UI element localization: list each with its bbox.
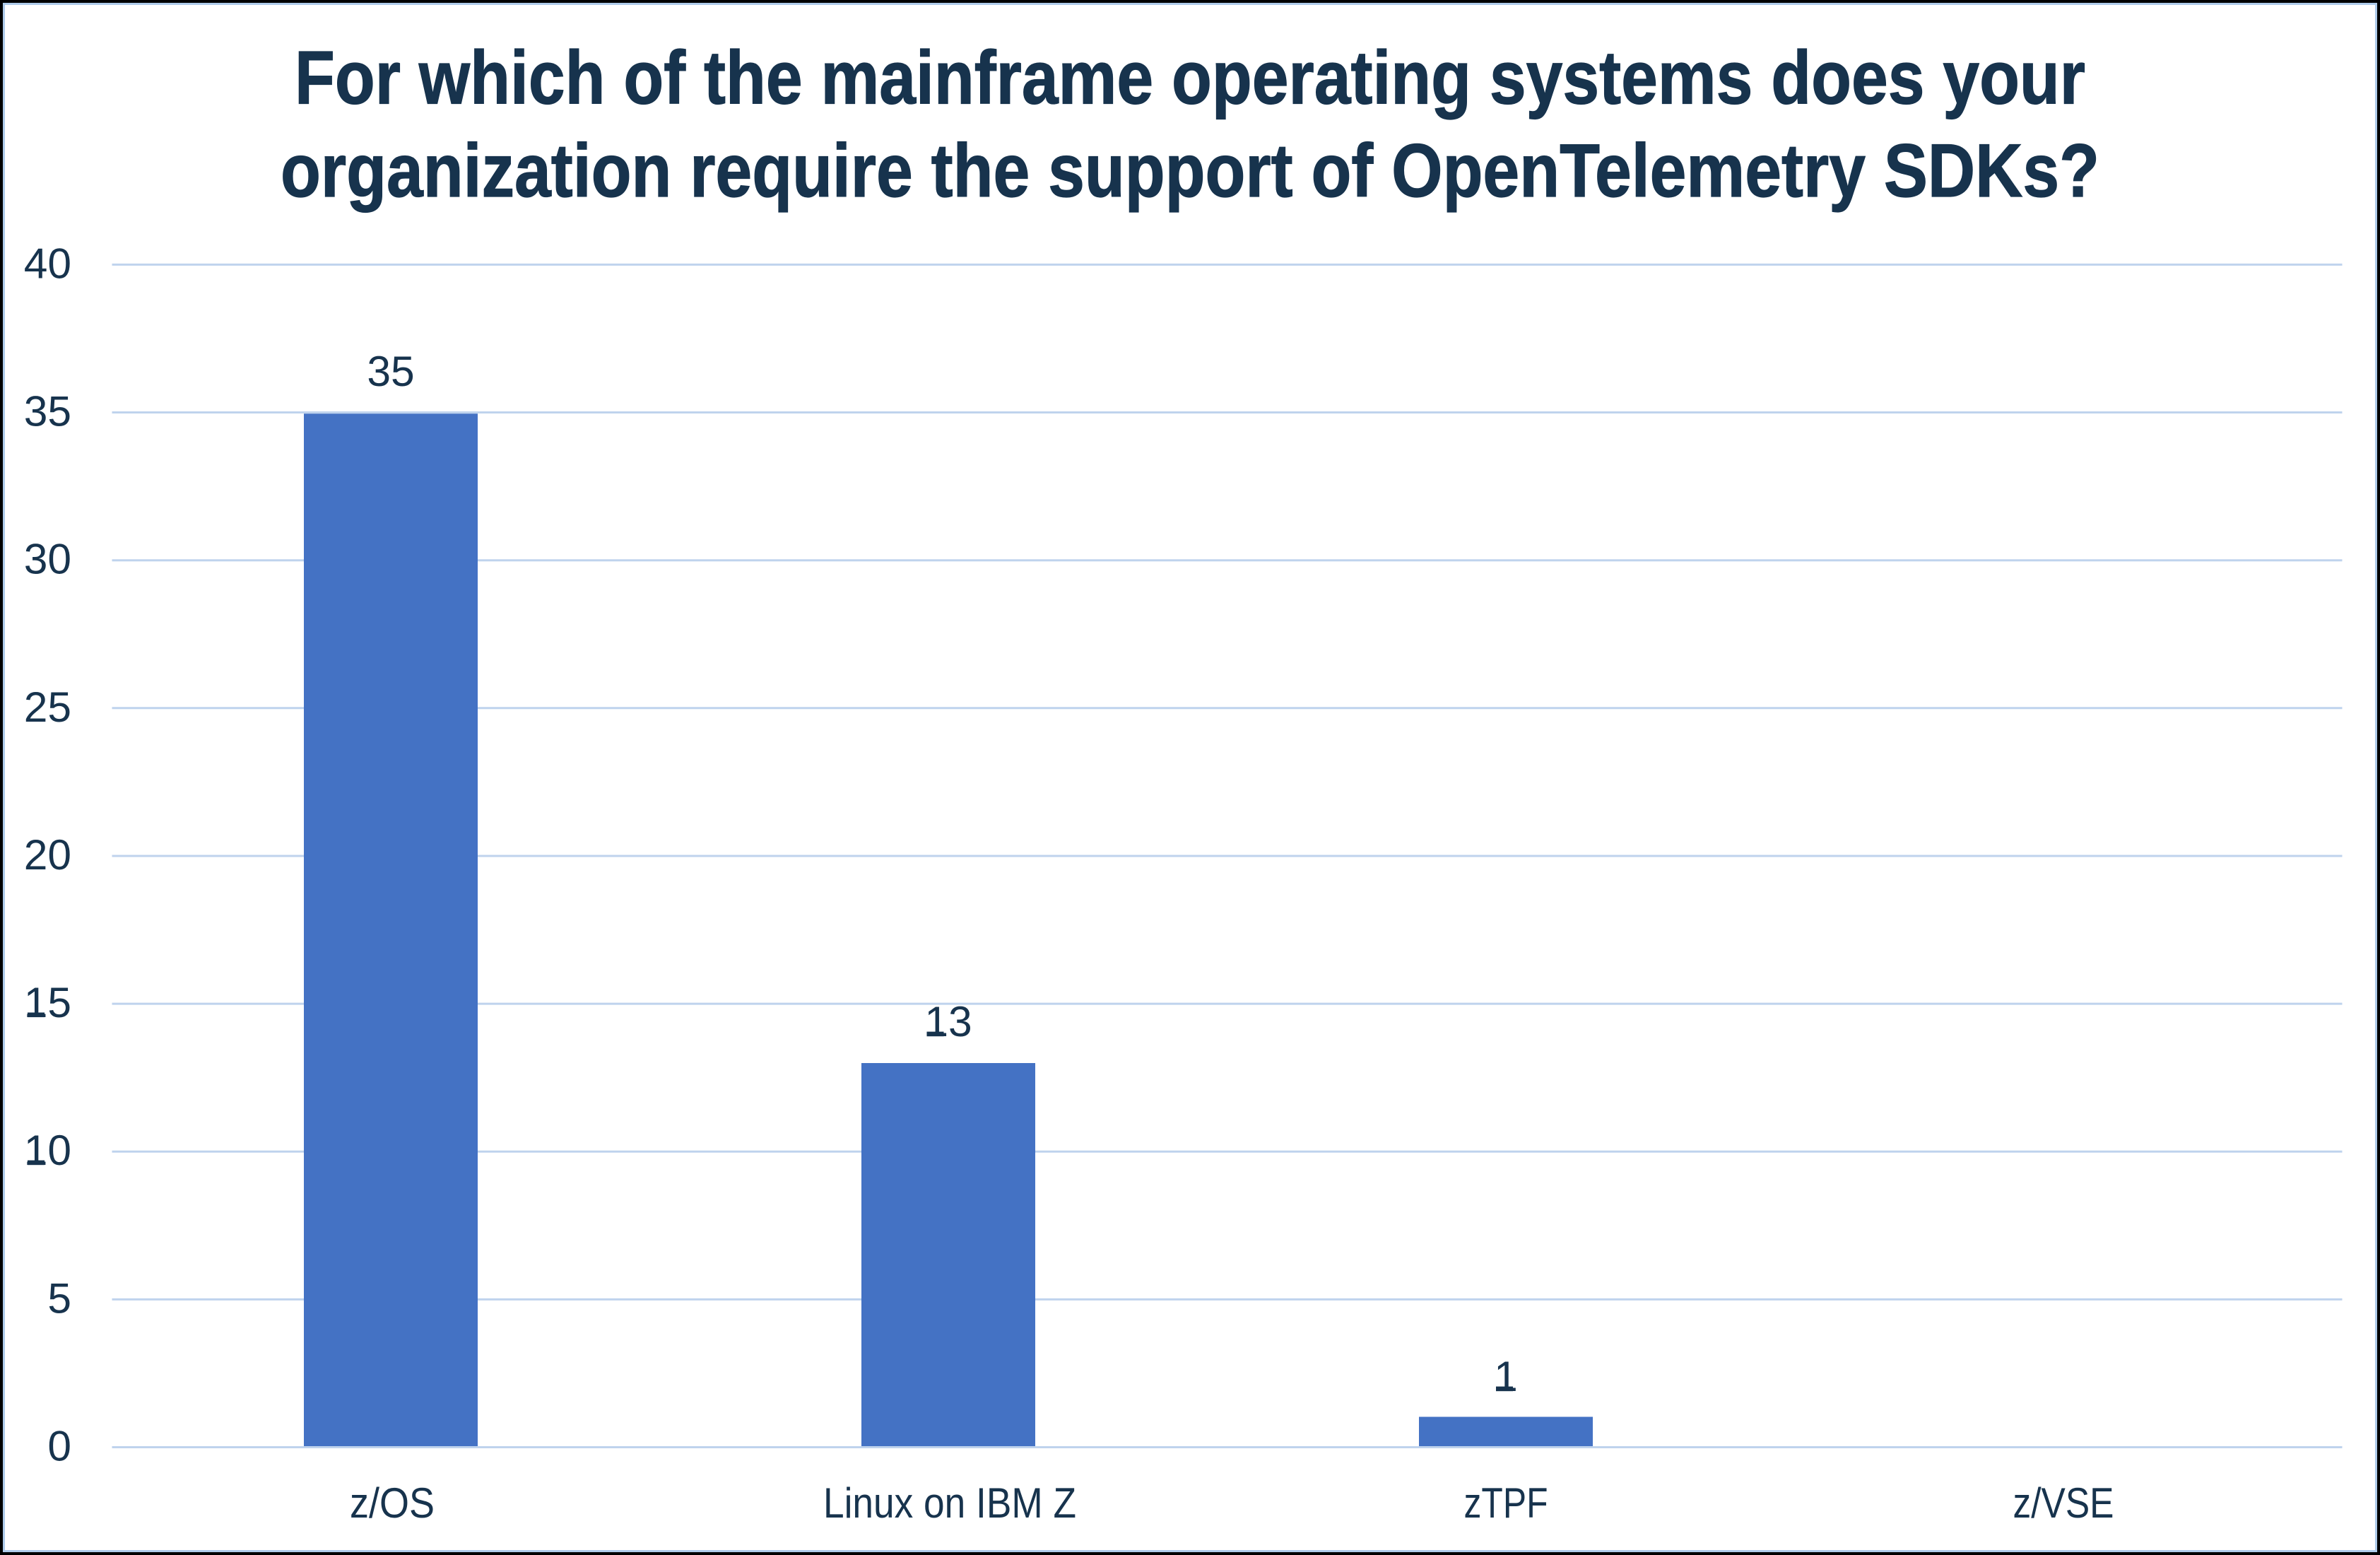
svg-text:z/VSE: z/VSE — [2013, 1479, 2114, 1527]
svg-text:zTPF: zTPF — [1464, 1479, 1548, 1527]
svg-text:20: 20 — [24, 831, 71, 879]
svg-text:13: 13 — [924, 997, 972, 1045]
svg-text:15: 15 — [24, 978, 71, 1026]
svg-text:25: 25 — [24, 683, 71, 731]
svg-text:5: 5 — [47, 1274, 71, 1322]
svg-text:0: 0 — [47, 1422, 71, 1470]
svg-text:For which of the mainframe ope: For which of the mainframe operating sys… — [295, 35, 2085, 120]
svg-text:35: 35 — [367, 347, 414, 395]
svg-text:1: 1 — [1494, 1352, 1518, 1400]
svg-text:organization require the suppo: organization require the support of Open… — [281, 128, 2099, 213]
svg-text:40: 40 — [24, 239, 71, 287]
svg-text:10: 10 — [24, 1126, 71, 1174]
svg-text:Linux on IBM Z: Linux on IBM Z — [823, 1479, 1076, 1527]
svg-text:35: 35 — [24, 387, 71, 435]
svg-text:z/OS: z/OS — [350, 1479, 435, 1527]
svg-text:30: 30 — [24, 535, 71, 583]
